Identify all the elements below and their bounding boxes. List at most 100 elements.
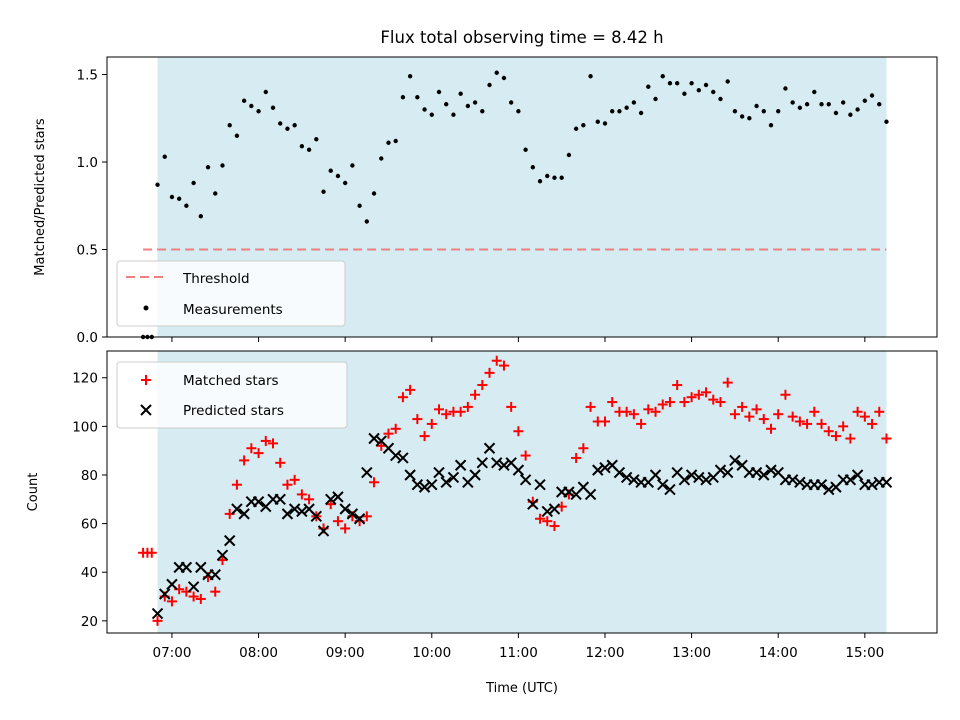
predicted-star-point bbox=[657, 478, 669, 491]
predicted-star-point bbox=[454, 459, 467, 471]
top-y-axis-label: Matched/Predicted stars bbox=[33, 118, 48, 276]
matched-star-point bbox=[535, 513, 546, 524]
predicted-star-point bbox=[159, 588, 171, 600]
measurement-point bbox=[191, 180, 196, 186]
matched-star-point bbox=[802, 418, 813, 429]
top-axes-frame bbox=[106, 56, 938, 338]
measurement-point bbox=[487, 82, 492, 88]
matched-star-point bbox=[289, 474, 300, 485]
measurement-point bbox=[840, 100, 846, 105]
matched-star-point bbox=[340, 523, 351, 534]
matched-star-point bbox=[426, 418, 437, 429]
top-legend-box bbox=[116, 260, 346, 327]
matched-star-point bbox=[304, 494, 315, 505]
measurement-point bbox=[667, 81, 673, 86]
predicted-star-point bbox=[599, 461, 611, 474]
matched-star-point bbox=[766, 423, 776, 434]
y-tick-label: 0.5 bbox=[77, 243, 98, 259]
matched-star-point bbox=[729, 409, 740, 420]
x-tick-label: 10:00 bbox=[412, 645, 451, 661]
measurement-point bbox=[855, 107, 860, 112]
matched-star-point bbox=[859, 411, 870, 422]
measurement-point bbox=[472, 100, 478, 105]
matched-star-point bbox=[210, 586, 221, 597]
measurement-point bbox=[653, 96, 658, 102]
measurement-point bbox=[350, 163, 355, 168]
x-tick-label: 13:00 bbox=[672, 645, 711, 661]
measurement-point bbox=[422, 107, 427, 112]
predicted-star-point bbox=[519, 474, 532, 486]
matched-star-point bbox=[231, 479, 242, 490]
legend-matched-marker bbox=[141, 375, 151, 385]
measurement-point bbox=[249, 103, 254, 109]
matched-star-point bbox=[874, 406, 885, 417]
predicted-star-point bbox=[433, 466, 445, 479]
matched-star-point bbox=[146, 547, 157, 558]
bottom-x-ticks: 07:00 08:00 09:00 10:00 11:00 12:00 13:00 14:00… bbox=[153, 633, 884, 661]
matched-star-point bbox=[823, 426, 834, 437]
matched-star-point bbox=[744, 411, 755, 422]
measurement-point bbox=[501, 75, 507, 81]
predicted-star-point bbox=[346, 508, 359, 520]
predicted-star-point bbox=[693, 471, 705, 484]
measurement-point bbox=[761, 109, 766, 114]
y-tick-label: 40 bbox=[81, 565, 98, 581]
predicted-star-point bbox=[880, 476, 893, 488]
matched-star-point bbox=[260, 435, 271, 446]
y-tick-label: 20 bbox=[81, 614, 98, 630]
matched-star-point bbox=[217, 555, 228, 566]
predicted-star-point bbox=[151, 607, 164, 620]
matched-star-point bbox=[571, 452, 582, 463]
measurement-point bbox=[718, 96, 723, 102]
measurement-point bbox=[646, 84, 651, 89]
matched-star-point bbox=[830, 431, 841, 442]
measurement-point bbox=[278, 121, 283, 126]
top-y-ticks: 0.0 0.5 1.0 1.5 bbox=[77, 68, 107, 346]
legend-predicted-marker bbox=[140, 404, 152, 416]
matched-star-point bbox=[715, 397, 726, 408]
predicted-star-point bbox=[180, 561, 193, 574]
predicted-star-point bbox=[317, 525, 330, 537]
matched-star-point bbox=[578, 443, 589, 454]
legend-measurements-label: Measurements bbox=[183, 302, 283, 318]
predicted-star-point bbox=[216, 549, 229, 561]
matched-star-point bbox=[809, 406, 820, 417]
measurement-point bbox=[328, 168, 333, 173]
chart-title: Flux total observing time = 8.42 h bbox=[380, 28, 663, 47]
predicted-star-point bbox=[750, 466, 763, 479]
measurement-point bbox=[220, 163, 225, 168]
legend-threshold-label: Threshold bbox=[182, 271, 250, 287]
x-axis-label: Time (UTC) bbox=[485, 681, 558, 696]
matched-star-point bbox=[434, 404, 444, 415]
measurement-point bbox=[292, 123, 297, 128]
predicted-star-point bbox=[851, 469, 864, 481]
measurement-point bbox=[508, 100, 514, 105]
matched-star-point bbox=[549, 521, 560, 532]
measurement-point bbox=[465, 103, 471, 109]
measurement-point bbox=[797, 105, 803, 110]
matched-star-point bbox=[166, 596, 177, 607]
legend-predicted-label: Predicted stars bbox=[183, 403, 284, 419]
predicted-star-point bbox=[664, 483, 676, 496]
measurement-point bbox=[884, 119, 889, 124]
y-tick-label: 1.0 bbox=[77, 155, 98, 171]
predicted-star-point bbox=[498, 459, 510, 471]
measurement-point bbox=[335, 173, 341, 179]
matched-star-point bbox=[455, 406, 466, 417]
predicted-star-point bbox=[166, 578, 178, 591]
legend-matched-label: Matched stars bbox=[183, 373, 279, 389]
measurement-point bbox=[458, 91, 463, 96]
measurement-point bbox=[559, 175, 564, 180]
matched-star-point bbox=[152, 615, 163, 626]
measurement-point bbox=[812, 89, 817, 95]
measurement-point bbox=[617, 109, 622, 114]
predicted-star-point bbox=[426, 478, 438, 491]
predicted-star-point bbox=[729, 454, 741, 467]
matched-star-point bbox=[470, 389, 481, 400]
measurement-point bbox=[826, 102, 831, 107]
measurement-point bbox=[184, 203, 189, 208]
predicted-star-point bbox=[678, 474, 691, 486]
measurement-point bbox=[429, 112, 434, 117]
matched-star-point bbox=[441, 409, 452, 420]
measurement-point bbox=[263, 89, 268, 95]
